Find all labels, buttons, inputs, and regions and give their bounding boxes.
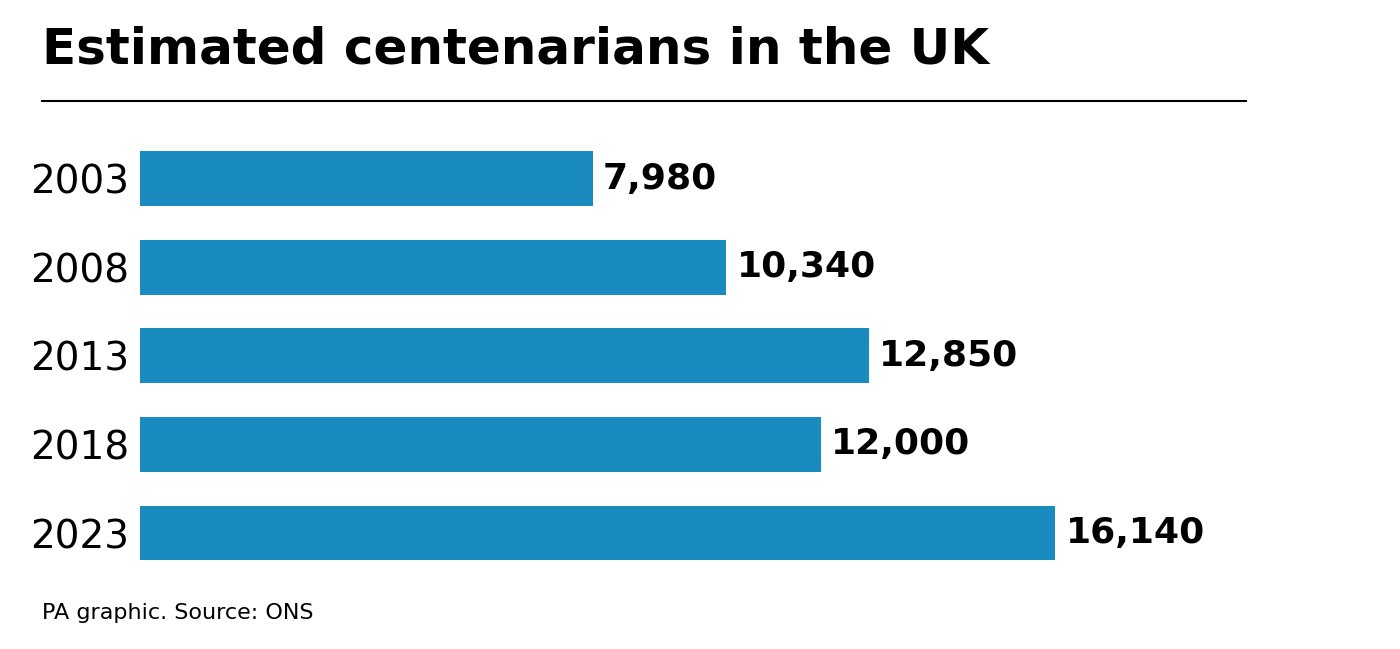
Bar — [140, 240, 727, 295]
Text: 12,000: 12,000 — [830, 428, 970, 461]
Text: PA graphic. Source: ONS: PA graphic. Source: ONS — [42, 603, 314, 623]
Bar — [140, 417, 820, 472]
Text: 7,980: 7,980 — [603, 162, 717, 196]
Bar — [140, 328, 869, 384]
Bar — [140, 151, 592, 206]
Text: Estimated centenarians in the UK: Estimated centenarians in the UK — [42, 26, 988, 74]
Bar — [140, 506, 1056, 561]
Text: 10,340: 10,340 — [736, 251, 876, 284]
Text: 12,850: 12,850 — [879, 339, 1018, 373]
Text: 16,140: 16,140 — [1065, 516, 1205, 550]
